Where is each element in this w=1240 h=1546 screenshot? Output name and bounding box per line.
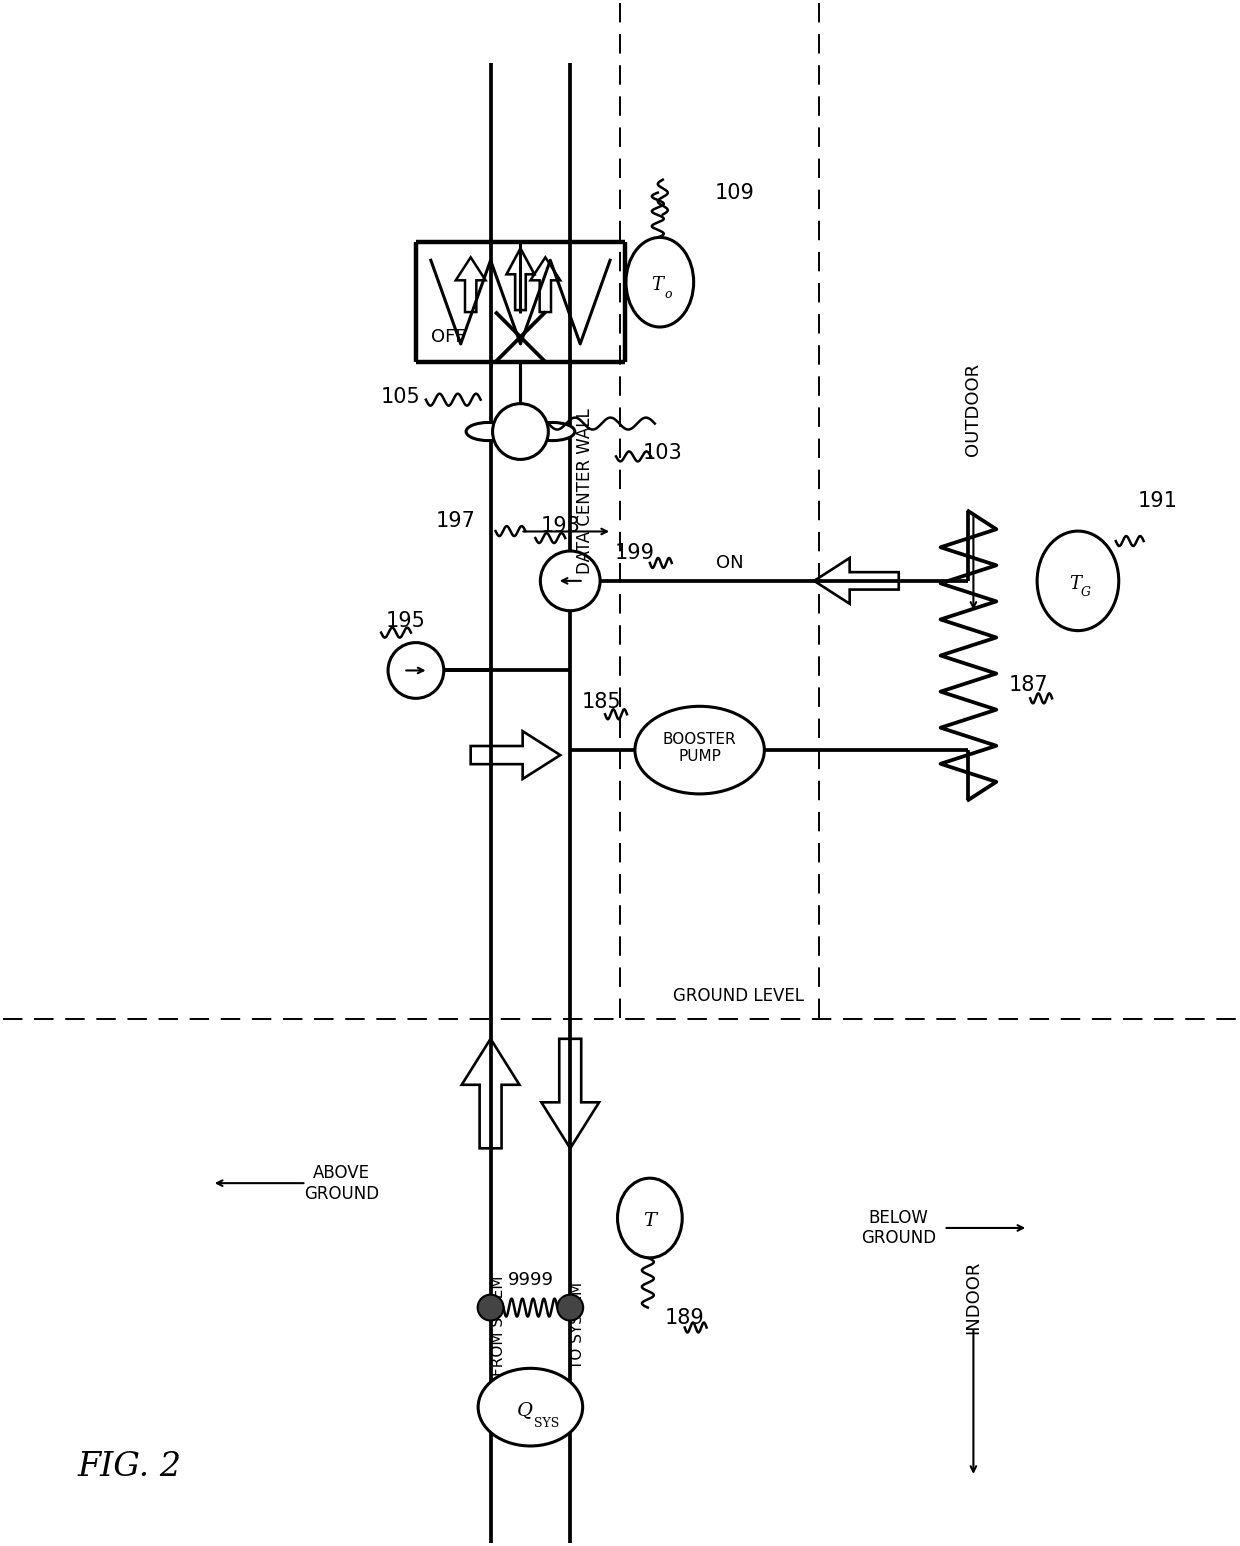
Polygon shape bbox=[815, 558, 899, 604]
Polygon shape bbox=[506, 249, 534, 311]
Ellipse shape bbox=[1037, 532, 1118, 631]
Text: 109: 109 bbox=[714, 182, 754, 203]
Text: T: T bbox=[1069, 575, 1081, 592]
Text: INDOOR: INDOOR bbox=[965, 1262, 982, 1334]
Text: 197: 197 bbox=[435, 512, 476, 532]
Text: SYS: SYS bbox=[533, 1416, 559, 1430]
Text: G: G bbox=[1081, 586, 1091, 600]
Text: 189: 189 bbox=[665, 1308, 704, 1328]
Polygon shape bbox=[471, 731, 560, 779]
Ellipse shape bbox=[531, 422, 575, 441]
Text: BOOSTER
PUMP: BOOSTER PUMP bbox=[663, 731, 737, 764]
Text: Q: Q bbox=[516, 1401, 532, 1419]
Text: GROUND LEVEL: GROUND LEVEL bbox=[673, 986, 805, 1005]
Text: BELOW
GROUND: BELOW GROUND bbox=[862, 1209, 936, 1248]
Text: 9999: 9999 bbox=[507, 1271, 553, 1289]
Text: 199: 199 bbox=[615, 543, 655, 563]
Circle shape bbox=[557, 1294, 583, 1320]
Text: 195: 195 bbox=[386, 611, 425, 631]
Text: ABOVE
GROUND: ABOVE GROUND bbox=[304, 1164, 378, 1203]
Text: DATA CENTER WALL: DATA CENTER WALL bbox=[577, 408, 594, 574]
Text: o: o bbox=[665, 288, 672, 300]
Text: ON: ON bbox=[715, 553, 743, 572]
Text: FIG. 2: FIG. 2 bbox=[77, 1450, 181, 1483]
Ellipse shape bbox=[626, 238, 693, 328]
Text: 105: 105 bbox=[381, 386, 420, 407]
Text: T: T bbox=[644, 1212, 656, 1231]
Text: 191: 191 bbox=[1137, 492, 1178, 512]
Circle shape bbox=[477, 1294, 503, 1320]
Ellipse shape bbox=[479, 1368, 583, 1446]
Circle shape bbox=[388, 643, 444, 699]
Text: TO SYSTEM: TO SYSTEM bbox=[570, 1282, 585, 1370]
Polygon shape bbox=[456, 257, 486, 312]
Ellipse shape bbox=[466, 422, 511, 441]
Text: 187: 187 bbox=[1008, 676, 1048, 696]
Text: OUTDOOR: OUTDOOR bbox=[965, 363, 982, 456]
Polygon shape bbox=[542, 1039, 599, 1149]
Polygon shape bbox=[531, 257, 560, 312]
Circle shape bbox=[492, 404, 548, 459]
Text: 193: 193 bbox=[541, 516, 580, 536]
Text: 103: 103 bbox=[642, 444, 683, 464]
Circle shape bbox=[541, 550, 600, 611]
Ellipse shape bbox=[635, 707, 764, 795]
Text: 185: 185 bbox=[582, 693, 621, 713]
Text: T: T bbox=[651, 277, 663, 294]
Ellipse shape bbox=[618, 1178, 682, 1258]
Polygon shape bbox=[461, 1039, 520, 1149]
Text: FROM SYTEM: FROM SYTEM bbox=[491, 1275, 506, 1376]
Text: OFF: OFF bbox=[432, 328, 466, 346]
